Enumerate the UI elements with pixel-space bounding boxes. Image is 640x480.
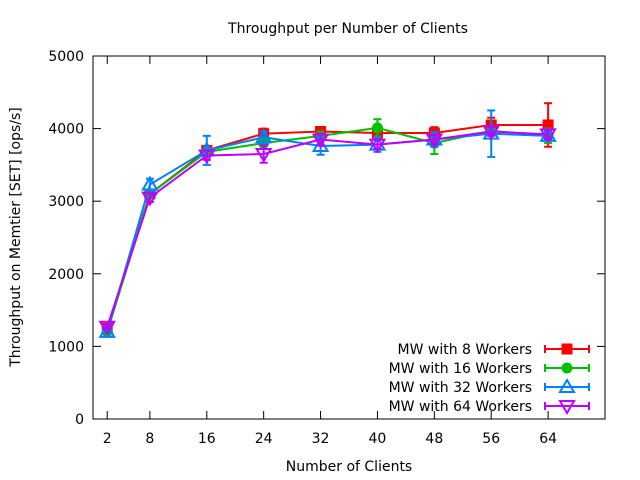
x-tick-label: 32 (312, 431, 330, 447)
legend-marker (561, 362, 573, 374)
data-point (98, 320, 116, 336)
chart-title: Throughput per Number of Clients (227, 21, 468, 37)
legend-label: MW with 32 Workers (389, 380, 532, 396)
data-point (98, 322, 116, 338)
series-line (106, 126, 549, 333)
legend-label: MW with 64 Workers (389, 399, 532, 415)
series-line (106, 130, 549, 328)
plot-frame (92, 55, 606, 420)
data-point (539, 128, 557, 144)
y-tick-label: 4000 (48, 122, 84, 138)
y-axis-label: Throughput on Memtier [SET] [ops/s] (8, 107, 24, 368)
x-tick-label: 64 (539, 431, 557, 447)
data-point (542, 119, 554, 131)
x-tick-label: 8 (145, 431, 154, 447)
x-tick-label: 16 (198, 431, 216, 447)
data-point (254, 128, 273, 144)
legend-label: MW with 8 Workers (398, 342, 533, 358)
data-point (254, 148, 273, 163)
legend-marker (561, 343, 573, 355)
data-point (368, 138, 387, 154)
legend-marker (558, 400, 576, 415)
x-tick-label: 40 (369, 431, 387, 447)
y-tick-label: 1000 (48, 339, 84, 355)
y-tick-label: 5000 (48, 49, 84, 65)
data-point (371, 122, 383, 134)
legend-marker (558, 378, 576, 393)
y-tick-label: 2000 (48, 267, 84, 283)
legend-label: MW with 16 Workers (389, 361, 532, 377)
series-layer (98, 102, 557, 338)
series-4 (98, 125, 557, 336)
data-point (311, 133, 330, 149)
data-point (141, 191, 159, 207)
x-tick-label: 2 (103, 431, 112, 447)
x-tick-label: 56 (482, 431, 500, 447)
x-tick-label: 48 (425, 431, 443, 447)
x-tick-label: 24 (255, 431, 273, 447)
data-point (198, 149, 216, 165)
data-point (141, 175, 159, 191)
y-tick-label: 0 (75, 412, 84, 428)
axis-ticks: 0 1000 2000 3000 4000 5000 2 8 16 24 32 40 48 56 64 (48, 49, 605, 447)
series-line (106, 132, 549, 333)
data-point (482, 125, 500, 141)
data-point (425, 133, 444, 149)
series-line (106, 123, 549, 329)
series-3 (98, 109, 557, 338)
x-axis-label: Number of Clients (286, 459, 412, 475)
legend: MW with 8 Workers MW with 16 Workers MW wi… (389, 342, 590, 415)
y-tick-label: 3000 (48, 194, 84, 210)
